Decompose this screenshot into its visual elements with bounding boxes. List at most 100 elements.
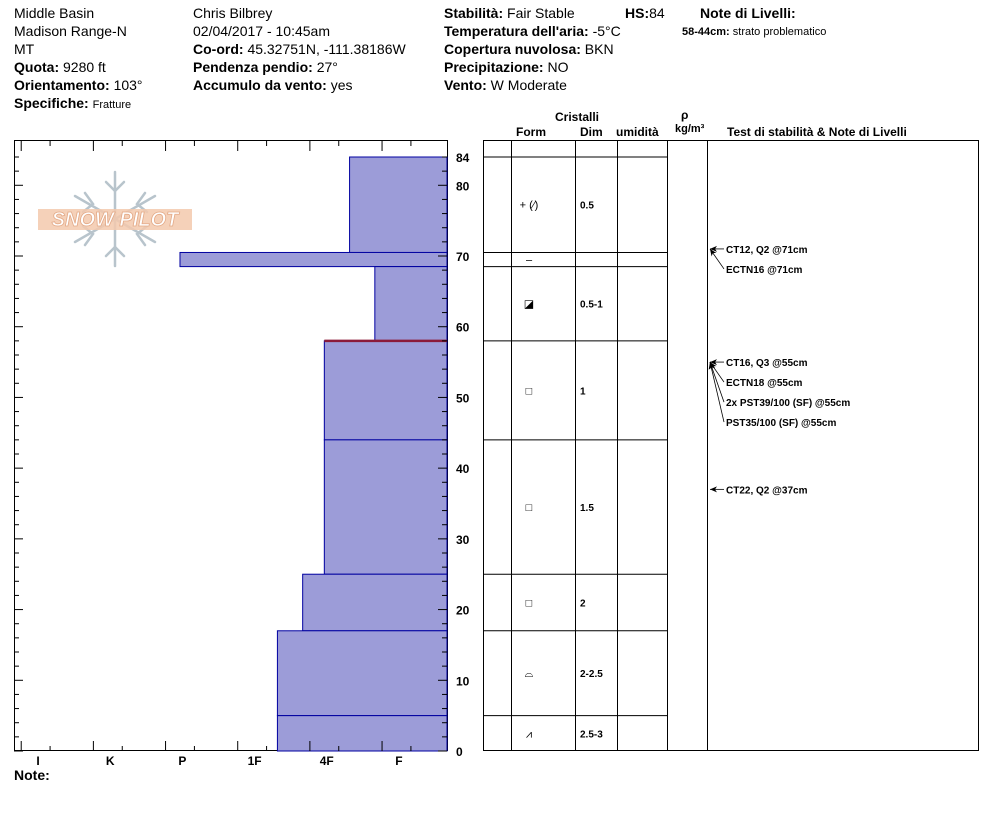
precip-label: Precipitazione: — [444, 59, 544, 75]
stability-value: Fair Stable — [507, 5, 575, 21]
grain-size-value: 1 — [580, 386, 586, 397]
slope-field: Pendenza pendio: 27° — [193, 59, 338, 75]
density-symbol: ρ — [681, 108, 689, 122]
grain-form-symbol: + (⁄) — [520, 200, 539, 212]
snow-pilot-logo: SNOW PILOT — [38, 170, 192, 268]
coords-field: Co-ord: 45.32751N, -111.38186W — [193, 41, 406, 57]
tests-header: Test di stabilità & Note di Livelli — [727, 125, 907, 139]
stability-test-label: CT12, Q2 @71cm — [726, 245, 808, 256]
wind-label: Vento: — [444, 77, 487, 93]
test-arrow-head — [709, 248, 717, 257]
observation-datetime: 02/04/2017 - 10:45am — [193, 23, 330, 39]
grain-size-value: 1.5 — [580, 503, 594, 514]
wind-loading-label: Accumulo da vento: — [193, 77, 327, 93]
stability-test-label: CT22, Q2 @37cm — [726, 485, 808, 496]
range-name: Madison Range-N — [14, 23, 127, 39]
depth-tick-label: 10 — [456, 674, 470, 688]
hardness-label: 4F — [320, 754, 334, 768]
cloud-cover-field: Copertura nuvolosa: BKN — [444, 41, 614, 57]
specifics-value: Fratture — [92, 99, 132, 111]
air-temp-value: -5°C — [592, 23, 621, 39]
hardness-bar — [302, 573, 448, 632]
grain-form-symbol: □ — [526, 502, 533, 514]
logo-text: SNOW PILOT — [52, 209, 180, 231]
density-unit: kg/m³ — [675, 123, 705, 135]
hardness-label: K — [106, 754, 115, 768]
depth-tick-label: 84 — [456, 151, 470, 165]
depth-tick-label: 80 — [456, 179, 470, 193]
grain-form-symbol: ⌓ — [525, 668, 534, 680]
hardness-bar — [276, 715, 448, 752]
crystals-header: Cristalli — [555, 110, 600, 124]
state-name: MT — [14, 41, 35, 57]
layer-notes-title: Note di Livelli: — [700, 5, 796, 21]
test-arrow-head — [710, 245, 717, 252]
hardness-bar — [276, 630, 448, 717]
layer-note-text: strato problematico — [732, 26, 827, 38]
hardness-bar — [349, 156, 448, 253]
test-arrow-head — [710, 359, 717, 366]
elevation-value: 9280 ft — [63, 59, 106, 75]
hardness-label: P — [178, 754, 186, 768]
stability-test-label: ECTN16 @71cm — [726, 265, 803, 276]
wind-field: Vento: W Moderate — [444, 77, 567, 93]
wind-loading-value: yes — [330, 77, 353, 93]
depth-tick-label: 0 — [456, 745, 463, 759]
depth-tick-label: 30 — [456, 533, 470, 547]
grain-size-value: 0.5-1 — [580, 300, 603, 311]
hardness-bar — [323, 439, 448, 575]
slope-value: 27° — [316, 59, 338, 75]
test-arrow-line — [709, 361, 725, 423]
moisture-header: umidità — [616, 125, 659, 139]
hardness-label: 1F — [248, 754, 262, 768]
hs-field: HS:84 — [625, 5, 665, 21]
elevation-label: Quota: — [14, 59, 60, 75]
form-header: Form — [516, 125, 546, 139]
grain-form-symbol: ⩘ — [526, 728, 532, 740]
hs-label: HS: — [625, 5, 650, 21]
test-arrow-head — [708, 362, 715, 370]
aspect-label: Orientamento: — [14, 77, 110, 93]
location-name: Middle Basin — [14, 5, 95, 21]
grain-form-symbol: – — [526, 255, 533, 267]
grain-size-value: 2-2.5 — [580, 669, 603, 680]
slope-label: Pendenza pendio: — [193, 59, 313, 75]
depth-tick-label: 40 — [456, 462, 470, 476]
grain-form-symbol: ◪ — [524, 299, 534, 311]
precip-value: NO — [547, 59, 569, 75]
observer-name: Chris Bilbrey — [193, 5, 273, 21]
precip-field: Precipitazione: NO — [444, 59, 568, 75]
grain-form-symbol: □ — [526, 385, 533, 397]
stability-test-label: CT16, Q3 @55cm — [726, 358, 808, 369]
test-arrow-line — [709, 361, 725, 403]
hardness-bar — [323, 340, 448, 441]
layer-note: 58-44cm: strato problematico — [682, 24, 826, 40]
notes-label: Note: — [14, 767, 50, 783]
coords-value: 45.32751N, -111.38186W — [247, 41, 406, 57]
aspect-field: Orientamento: 103° — [14, 77, 143, 93]
stability-test-label: PST35/100 (SF) @55cm — [726, 418, 836, 429]
grain-form-symbol: □ — [526, 598, 533, 610]
specifics-label: Specifiche: — [14, 95, 89, 111]
stability-label: Stabilità: — [444, 5, 504, 21]
wind-loading-field: Accumulo da vento: yes — [193, 77, 352, 93]
layer-note-range: 58-44cm: — [682, 26, 730, 38]
air-temp-label: Temperatura dell'aria: — [444, 23, 589, 39]
cloud-cover-value: BKN — [584, 41, 614, 57]
depth-tick-label: 70 — [456, 250, 470, 264]
test-arrow-head — [710, 486, 717, 493]
crystal-table-frame — [483, 140, 979, 751]
air-temp-field: Temperatura dell'aria: -5°C — [444, 23, 621, 39]
coords-label: Co-ord: — [193, 41, 244, 57]
depth-tick-label: 60 — [456, 321, 470, 335]
hardness-bar — [374, 266, 448, 342]
grain-size-value: 2.5-3 — [580, 729, 603, 740]
grain-size-value: 0.5 — [580, 201, 594, 212]
depth-tick-label: 50 — [456, 391, 470, 405]
depth-tick-label: 20 — [456, 604, 470, 618]
hardness-label: F — [395, 754, 402, 768]
stability-field: Stabilità: Fair Stable — [444, 5, 575, 21]
hs-value: 84 — [649, 5, 665, 21]
hardness-bar — [179, 251, 448, 268]
